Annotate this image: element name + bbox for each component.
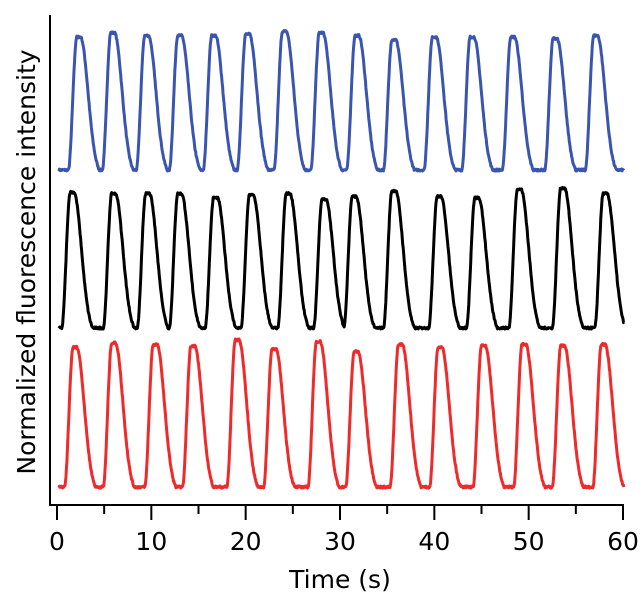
x-tick-label: 50 bbox=[513, 527, 545, 556]
x-ticks: 0 10 20 30 40 50 60 bbox=[49, 505, 639, 556]
series-line-3 bbox=[57, 337, 626, 490]
x-tick-label: 40 bbox=[418, 527, 450, 556]
x-tick-label: 30 bbox=[324, 527, 356, 556]
x-tick-label: 20 bbox=[230, 527, 262, 556]
x-axis-title: Time (s) bbox=[288, 565, 391, 594]
series-line-1 bbox=[57, 29, 626, 173]
y-axis-title: Normalized fluorescence intensity bbox=[12, 49, 41, 474]
x-tick-label: 10 bbox=[135, 527, 167, 556]
series-line-2 bbox=[57, 185, 625, 331]
x-tick-label: 0 bbox=[49, 527, 65, 556]
x-tick-label: 60 bbox=[607, 527, 639, 556]
traces bbox=[57, 29, 626, 490]
